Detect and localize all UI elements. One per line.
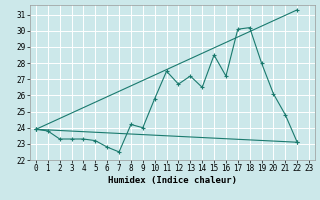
X-axis label: Humidex (Indice chaleur): Humidex (Indice chaleur) (108, 176, 237, 185)
